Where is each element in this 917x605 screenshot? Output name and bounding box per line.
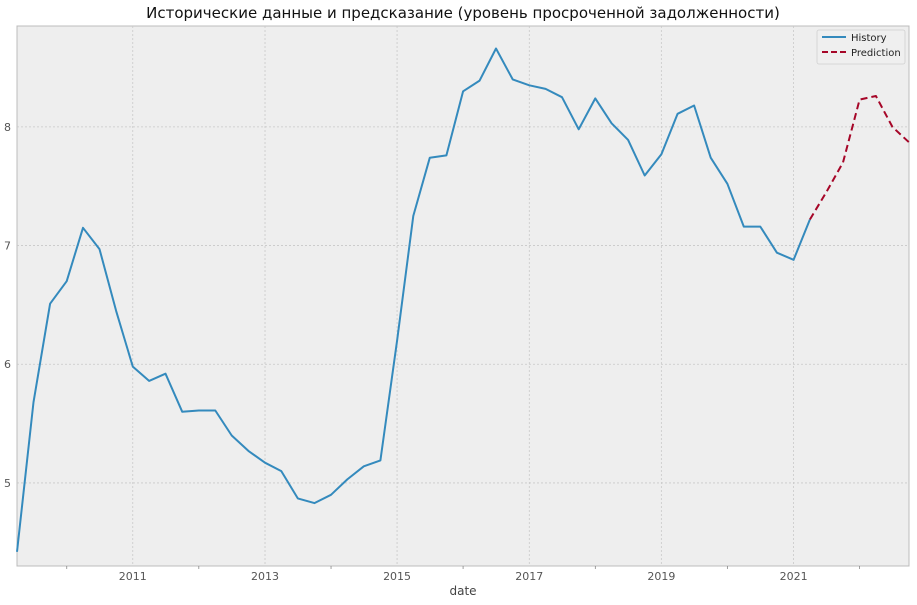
y-tick-label: 5 <box>4 477 11 490</box>
legend-box <box>816 29 906 65</box>
legend: History Prediction <box>816 29 906 65</box>
y-tick-label: 7 <box>4 240 11 253</box>
x-tick-label: 2017 <box>515 570 543 583</box>
y-tick-label: 8 <box>4 121 11 134</box>
minor-ticks <box>66 566 861 569</box>
y-tick-label: 6 <box>4 358 11 371</box>
chart-title: Исторические данные и предсказание (уров… <box>146 4 780 22</box>
x-tick-label: 2015 <box>383 570 411 583</box>
series-line-prediction <box>809 95 910 221</box>
series-layer <box>16 47 910 552</box>
plot-area <box>16 25 910 567</box>
y-axis: 5 6 7 8 <box>4 121 11 490</box>
grid <box>17 26 909 566</box>
x-tick-label: 2021 <box>780 570 808 583</box>
series-line-history <box>16 47 811 552</box>
legend-label-history: History <box>851 33 887 44</box>
x-axis: 2011 2013 2015 2017 2019 2021 <box>119 570 808 583</box>
legend-label-prediction: Prediction <box>851 48 901 59</box>
x-axis-label: date <box>449 584 476 598</box>
x-tick-label: 2019 <box>647 570 675 583</box>
x-tick-label: 2011 <box>119 570 147 583</box>
x-tick-label: 2013 <box>251 570 279 583</box>
